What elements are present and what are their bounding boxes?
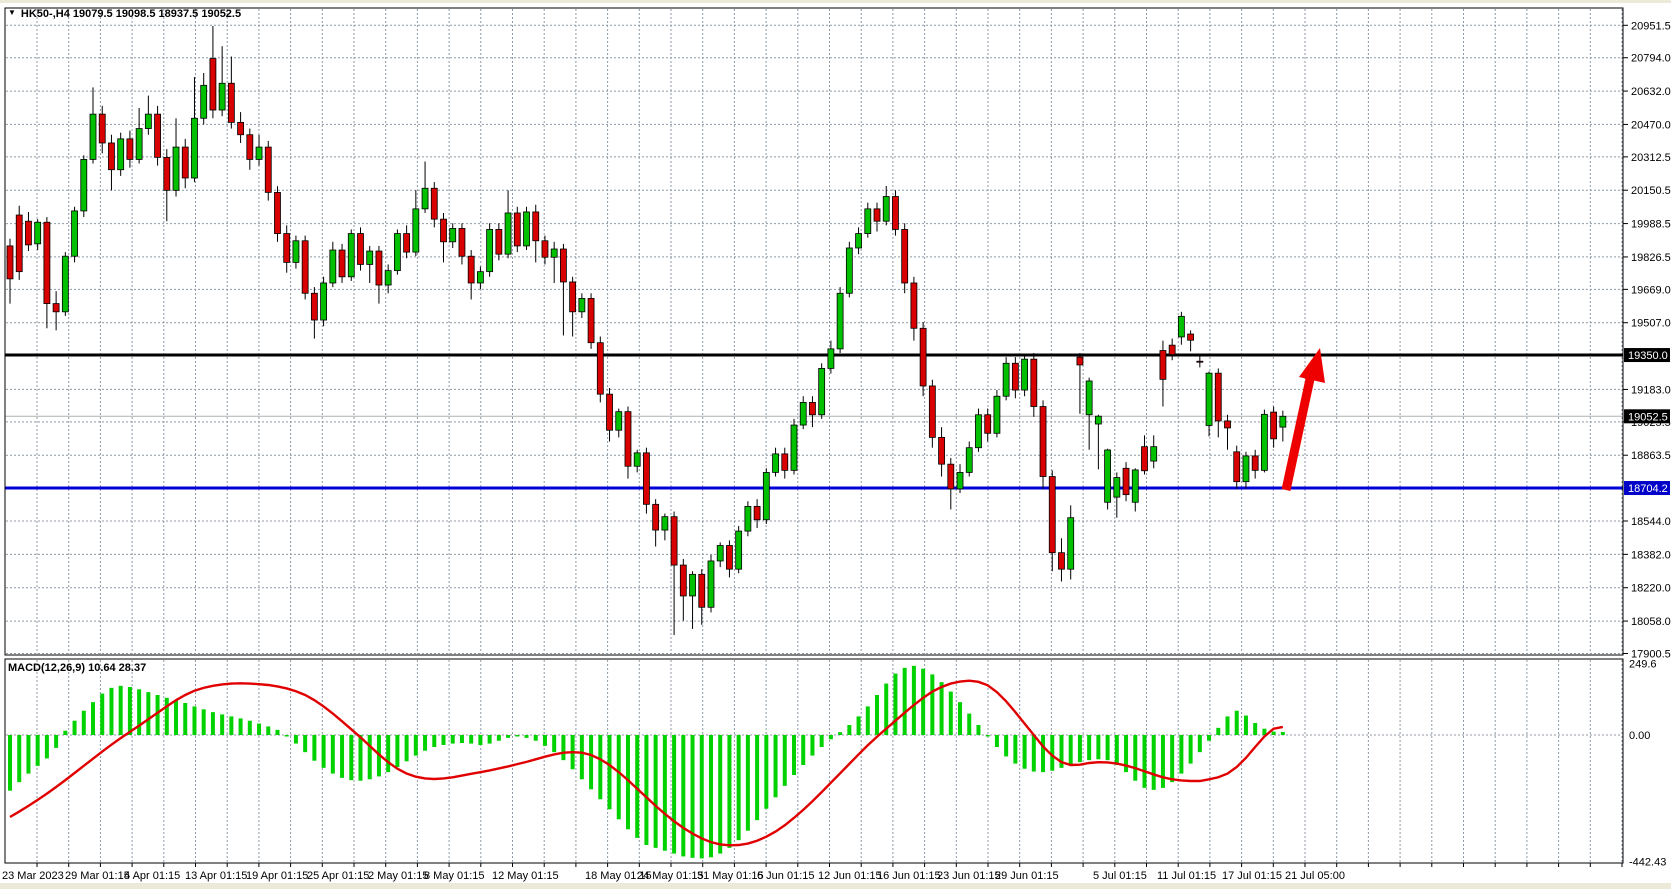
- time-tick-label: 12 May 01:15: [492, 870, 559, 882]
- svg-text:19350.0: 19350.0: [1628, 350, 1668, 362]
- price-tick-label: 20470.0: [1631, 119, 1671, 131]
- time-tick-label: 6 Jun 01:15: [757, 870, 815, 882]
- price-tick-label: 18863.5: [1631, 450, 1671, 462]
- price-tick-label: 19183.0: [1631, 384, 1671, 396]
- symbol-dropdown-icon[interactable]: ▼: [8, 8, 16, 17]
- indicator-tick-label: 249.6: [1629, 659, 1657, 671]
- candles: [6, 26, 1287, 636]
- price-tick-label: 20150.5: [1631, 185, 1671, 197]
- price-tick-label: 20794.0: [1631, 53, 1671, 65]
- time-tick-label: 23 Jun 01:15: [937, 870, 1001, 882]
- price-tick-label: 18058.0: [1631, 616, 1671, 628]
- price-badge-resistance: 19350.0: [1624, 348, 1670, 363]
- indicator-tick-label: 0.00: [1629, 730, 1650, 742]
- price-tick-label: 19988.5: [1631, 219, 1671, 231]
- indicator-label: MACD(12,26,9) 10.64 28.37: [8, 662, 147, 674]
- price-badge-support: 18704.2: [1624, 481, 1670, 496]
- price-tick-label: 18220.0: [1631, 583, 1671, 595]
- gridlines: [6, 9, 1623, 862]
- svg-text:19052.5: 19052.5: [1628, 411, 1668, 423]
- time-tick-label: 16 Jun 01:15: [877, 870, 941, 882]
- macd-histogram: [8, 665, 1285, 859]
- price-tick-label: 19669.0: [1631, 284, 1671, 296]
- time-tick-label: 8 May 01:15: [424, 870, 485, 882]
- time-tick-label: 17 Jul 01:15: [1222, 870, 1282, 882]
- price-tick-label: 20632.0: [1631, 86, 1671, 98]
- macd-signal-line: [9, 679, 1284, 847]
- main-panel-border: [4, 7, 1624, 656]
- symbol-ohlc-title: HK50-,H4 19079.5 19098.5 18937.5 19052.5: [20, 8, 242, 20]
- time-tick-label: 5 Jul 01:15: [1093, 870, 1147, 882]
- time-tick-label: 21 Jul 05:00: [1285, 870, 1345, 882]
- price-tick-label: 17900.5: [1631, 648, 1671, 660]
- price-tick-label: 19507.0: [1631, 318, 1671, 330]
- time-tick-label: 19 Apr 01:15: [246, 870, 308, 882]
- indicator-tick-label: -442.43: [1629, 856, 1666, 868]
- arrow-annotation[interactable]: [1281, 348, 1325, 491]
- price-tick-label: 18544.0: [1631, 516, 1671, 528]
- time-tick-label: 24 May 01:15: [637, 870, 704, 882]
- chart-surface[interactable]: 20951.5 20794.0 20632.0 20470.0 20312.5 20150…: [0, 3, 1671, 883]
- time-tick-label: 13 Apr 01:15: [185, 870, 247, 882]
- indicator-panel-border: [4, 658, 1624, 864]
- time-tick-label: 18 May 01:15: [585, 870, 652, 882]
- time-tick-label: 25 Apr 01:15: [307, 870, 369, 882]
- price-tick-label: 20312.5: [1631, 152, 1671, 164]
- price-axis[interactable]: 20951.5 20794.0 20632.0 20470.0 20312.5 20150…: [1623, 20, 1671, 868]
- time-axis[interactable]: 23 Mar 2023 29 Mar 01:154 Apr 01:15 13 Apr…: [2, 863, 1623, 882]
- time-tick-label: 2 May 01:15: [368, 870, 429, 882]
- svg-text:18704.2: 18704.2: [1628, 483, 1668, 495]
- time-tick-label: 31 May 01:15: [697, 870, 764, 882]
- price-tick-label: 19826.5: [1631, 252, 1671, 264]
- time-tick-label: 23 Mar 2023: [2, 870, 64, 882]
- price-badge-current: 19052.5: [1624, 409, 1670, 424]
- price-tick-label: 18382.0: [1631, 549, 1671, 561]
- time-tick-label: 12 Jun 01:15: [818, 870, 882, 882]
- time-tick-label: 4 Apr 01:15: [124, 870, 180, 882]
- horizontal-lines: [5, 353, 1623, 490]
- time-tick-label: 29 Jun 01:15: [995, 870, 1059, 882]
- time-tick-label: 29 Mar 01:15: [65, 870, 130, 882]
- chart-title-bar: ▼ HK50-,H4 19079.5 19098.5 18937.5 19052.…: [8, 8, 241, 20]
- time-tick-label: 11 Jul 01:15: [1157, 870, 1216, 882]
- price-tick-label: 20951.5: [1631, 20, 1671, 32]
